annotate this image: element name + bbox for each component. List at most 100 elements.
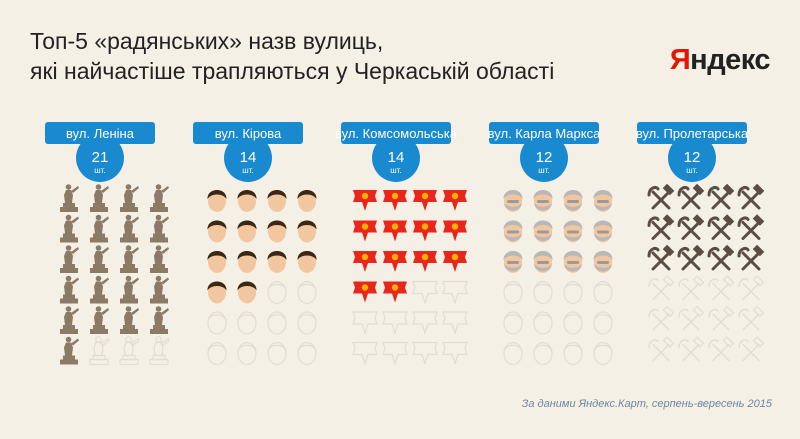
count-value-label: 21 [92,149,109,166]
lenin-statue-icon [120,245,139,273]
hammer-sickle-icon [737,183,765,210]
lenin-statue-icon [60,184,79,212]
hammer-sickle-icon [677,214,705,240]
komsomol-flag-icon [383,220,407,242]
komsomol-flag-icon [383,190,407,211]
count-unit-label: шт. [686,166,697,175]
marx-face-icon [533,190,553,212]
komsomol-flag-icon [353,281,377,303]
komsomol-flag-icon [383,281,407,303]
kirov-face-empty-icon [207,311,227,335]
lenin-statue-icon [90,245,109,273]
lenin-statue-empty-icon [119,336,140,366]
komsomol-flag-empty-icon [382,341,408,366]
count-circle [76,134,124,182]
komsomol-flag-empty-icon [412,311,438,335]
title-line-1: Топ-5 «радянських» назв вулиць, [30,28,384,54]
count-circle [372,134,420,182]
komsomol-flag-icon [413,220,437,242]
lenin-statue-icon [150,275,169,304]
marx-face-empty-icon [503,280,523,305]
hammer-sickle-empty-icon [708,336,735,362]
marx-face-icon [563,251,583,273]
count-value-label: 12 [536,149,553,166]
marx-face-icon [593,220,613,243]
kirov-face-icon [237,190,257,212]
hammer-sickle-icon [737,244,765,271]
lenin-statue-icon [150,306,169,334]
count-value-label: 14 [240,149,257,166]
hammer-sickle-icon [677,183,705,210]
lenin-statue-empty-icon [149,336,170,366]
marx-face-empty-icon [503,311,523,335]
marx-face-icon [503,190,523,212]
count-unit-label: шт. [538,166,549,175]
kirov-face-icon [267,251,287,273]
logo-first-letter: Я [669,44,691,76]
lenin-statue-icon [120,184,139,212]
hammer-sickle-empty-icon [738,336,765,362]
kirov-face-empty-icon [207,341,227,366]
marx-face-icon [533,251,553,273]
hammer-sickle-empty-icon [708,275,735,301]
lenin-statue-icon [150,184,169,212]
komsomol-flag-icon [353,190,377,211]
kirov-face-icon [237,220,257,243]
count-circle [520,134,568,182]
lenin-statue-icon [120,306,139,334]
count-unit-label: шт. [390,166,401,175]
lenin-statue-icon [60,245,79,273]
logo-rest: ндекс [690,44,770,76]
hammer-sickle-empty-icon [648,336,675,362]
hammer-sickle-icon [737,214,765,240]
kirov-face-empty-icon [237,341,257,366]
hammer-sickle-icon [707,244,735,271]
komsomol-flag-empty-icon [442,311,468,335]
marx-face-empty-icon [503,341,523,366]
marx-face-empty-icon [593,341,613,366]
kirov-face-empty-icon [297,341,317,366]
marx-face-empty-icon [593,311,613,335]
hammer-sickle-empty-icon [708,305,735,331]
kirov-face-icon [297,220,317,243]
marx-face-empty-icon [533,280,553,305]
hammer-sickle-empty-icon [648,275,675,301]
page-title: Топ-5 «радянських» назв вулиць, які найч… [30,26,554,86]
hammer-sickle-empty-icon [678,305,705,331]
komsomol-flag-icon [383,251,407,272]
count-value-label: 12 [684,149,701,166]
komsomol-flag-empty-icon [412,280,438,305]
lenin-statue-icon [60,214,79,243]
count-unit-label: шт. [242,166,253,175]
hammer-sickle-icon [647,214,675,240]
komsomol-flag-empty-icon [352,311,378,335]
marx-face-empty-icon [563,311,583,335]
lenin-statue-icon [120,275,139,304]
street-name-label: вул. Карла Маркса [488,126,601,141]
kirov-face-empty-icon [297,280,317,305]
marx-face-empty-icon [563,341,583,366]
komsomol-flag-icon [443,220,467,242]
lenin-statue-icon [60,306,79,334]
marx-face-icon [593,251,613,273]
kirov-face-icon [207,220,227,243]
lenin-statue-icon [150,214,169,243]
hammer-sickle-empty-icon [738,305,765,331]
kirov-face-icon [207,281,227,304]
komsomol-flag-empty-icon [442,280,468,305]
komsomol-flag-empty-icon [442,341,468,366]
street-badge [193,122,303,144]
marx-face-empty-icon [593,280,613,305]
kirov-face-icon [237,281,257,304]
hammer-sickle-icon [647,183,675,210]
kirov-face-empty-icon [267,311,287,335]
hammer-sickle-empty-icon [678,336,705,362]
street-name-label: вул. Пролетарська [636,126,749,141]
marx-face-empty-icon [563,280,583,305]
hammer-sickle-empty-icon [738,275,765,301]
marx-face-empty-icon [533,341,553,366]
hammer-sickle-icon [707,183,735,210]
kirov-face-icon [237,251,257,273]
